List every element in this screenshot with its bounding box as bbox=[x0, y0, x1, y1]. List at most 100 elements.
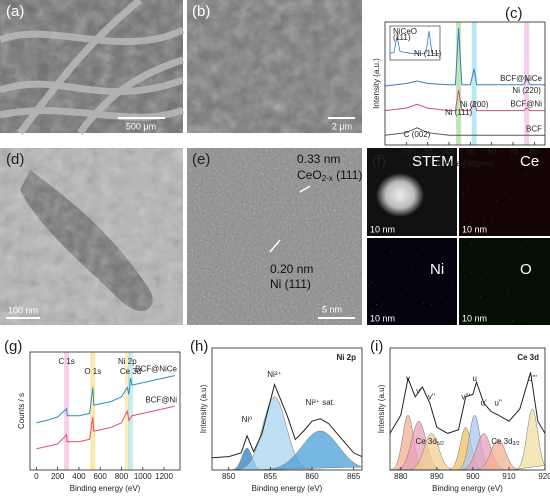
chart-title: Ni 2p bbox=[336, 353, 356, 362]
x-tick-label: 855 bbox=[264, 472, 278, 481]
phase: CeO2-x (111) bbox=[297, 168, 362, 183]
annotation: Ce 3d3/2 bbox=[491, 437, 520, 447]
plot-frame bbox=[29, 351, 181, 471]
series-label: BCF@Ni bbox=[145, 395, 177, 404]
annotation: Ni (220) bbox=[512, 86, 541, 95]
x-axis-label: Binding energy (eV) bbox=[252, 484, 323, 493]
peak-label: Ni⁰ bbox=[242, 415, 253, 424]
fit-peak bbox=[510, 408, 545, 471]
plot-frame bbox=[211, 347, 363, 471]
peak-label: Ni²⁺ sat. bbox=[306, 398, 336, 407]
plot-frame bbox=[389, 347, 546, 471]
panel-label: (e) bbox=[192, 151, 210, 168]
scale-text: 10 nm bbox=[462, 313, 487, 323]
series-line bbox=[384, 28, 545, 87]
series-line bbox=[384, 89, 545, 112]
x-tick-label: 50 bbox=[466, 147, 475, 156]
scale-text: 2 μm bbox=[332, 121, 352, 131]
peak-band bbox=[456, 22, 462, 145]
inset-label: NiCeO bbox=[393, 27, 417, 36]
annotation: Ni (200) bbox=[460, 100, 489, 109]
y-axis-label: Intensity (a.u) bbox=[199, 384, 208, 433]
series-label: BCF bbox=[526, 124, 542, 133]
x-tick-label: 860 bbox=[305, 472, 319, 481]
inset-line bbox=[389, 31, 441, 55]
x-tick-label: 30 bbox=[423, 147, 432, 156]
scale-text: 5 nm bbox=[322, 304, 342, 314]
panel-b: (b) 2 μm bbox=[187, 0, 362, 133]
fit-peak bbox=[246, 430, 362, 471]
phase: Ni (111) bbox=[270, 277, 311, 291]
y-axis-label: Intensity (a.u.) bbox=[372, 58, 381, 109]
map-title: Ce bbox=[520, 153, 539, 170]
panel-label: (i) bbox=[370, 338, 383, 355]
annotation-text: C (002) bbox=[404, 130, 431, 139]
panel-label: (f) bbox=[372, 153, 386, 170]
annotation-text: Ni (220) bbox=[512, 86, 541, 95]
peak-label: u bbox=[472, 374, 476, 383]
x-tick-label: 1000 bbox=[134, 472, 152, 481]
series-line bbox=[36, 405, 175, 450]
x-tick-label: 890 bbox=[430, 472, 444, 481]
peak-band bbox=[471, 22, 477, 145]
x-tick-label: 200 bbox=[51, 472, 65, 481]
x-tick-label: 1200 bbox=[155, 472, 173, 481]
annotation-sub: 5/2 bbox=[437, 441, 444, 447]
x-tick-label: 70 bbox=[509, 147, 518, 156]
particle bbox=[376, 173, 424, 217]
x-tick-label: 40 bbox=[445, 147, 454, 156]
x-axis-label: Binding energy (eV) bbox=[432, 484, 503, 493]
annotation: Ce 3d5/2 bbox=[415, 437, 444, 447]
x-tick-label: 800 bbox=[115, 472, 129, 481]
plot-frame bbox=[384, 21, 546, 146]
annotation-text: O 1s bbox=[84, 367, 101, 376]
map-title: STEM bbox=[412, 153, 454, 170]
peak-label: Ni²⁺ bbox=[267, 370, 281, 379]
annotation: O 1s bbox=[84, 367, 101, 376]
d-spacing: 0.20 nm bbox=[270, 262, 313, 276]
peak-band bbox=[90, 352, 96, 470]
series-label: BCF@Ni bbox=[510, 100, 542, 109]
fibres bbox=[0, 0, 185, 136]
x-tick-label: 910 bbox=[502, 472, 516, 481]
panel-label: (h) bbox=[190, 338, 208, 355]
x-tick-label: 80 bbox=[530, 147, 539, 156]
x-tick-label: 920 bbox=[538, 472, 550, 481]
panel-a: (a) 500 μm bbox=[0, 0, 185, 136]
annotation: Ce 3d bbox=[120, 367, 141, 376]
texture bbox=[0, 148, 183, 325]
annotation-text: Ni 2p bbox=[118, 357, 137, 366]
scale-text: 10 nm bbox=[462, 224, 487, 234]
series-line bbox=[211, 383, 363, 459]
map-dots bbox=[367, 238, 457, 325]
phase-plane: (111) bbox=[333, 168, 363, 182]
inset-label: (111) bbox=[393, 33, 411, 42]
series-line bbox=[384, 127, 545, 136]
annotation: Ni 2p bbox=[118, 357, 137, 366]
map-dots bbox=[459, 238, 550, 325]
fit-peak bbox=[469, 439, 527, 471]
scale-text: 10 nm bbox=[370, 313, 395, 323]
x-tick-label: 865 bbox=[347, 472, 361, 481]
annotation: Ni (111) bbox=[445, 108, 473, 117]
map-dots bbox=[459, 148, 550, 236]
panel-label: (d) bbox=[6, 151, 24, 168]
x-tick-label: 400 bbox=[72, 472, 86, 481]
panel-label: (b) bbox=[192, 3, 210, 20]
annotation-text: Ce 3d bbox=[491, 437, 512, 446]
peak-label: v'' bbox=[428, 393, 436, 402]
scale-text: 10 nm bbox=[370, 224, 395, 234]
panel-f: (f) STEM Ce Ni O 10 nm 10 nm 10 nm 10 nm bbox=[367, 148, 550, 325]
annotation-text: Ce 3d bbox=[415, 437, 436, 446]
d-spacing: 0.33 nm bbox=[297, 152, 340, 166]
inset-label: Ni (111) bbox=[414, 49, 442, 58]
x-tick-label: 60 bbox=[487, 147, 496, 156]
annotation-text: Ni (200) bbox=[460, 100, 489, 109]
y-axis-label: Counts / s bbox=[17, 393, 26, 429]
texture bbox=[187, 148, 362, 325]
x-tick-label: 880 bbox=[394, 472, 408, 481]
phase-text: CeO bbox=[297, 168, 322, 182]
annotation-text: Ni (111) bbox=[445, 108, 473, 117]
